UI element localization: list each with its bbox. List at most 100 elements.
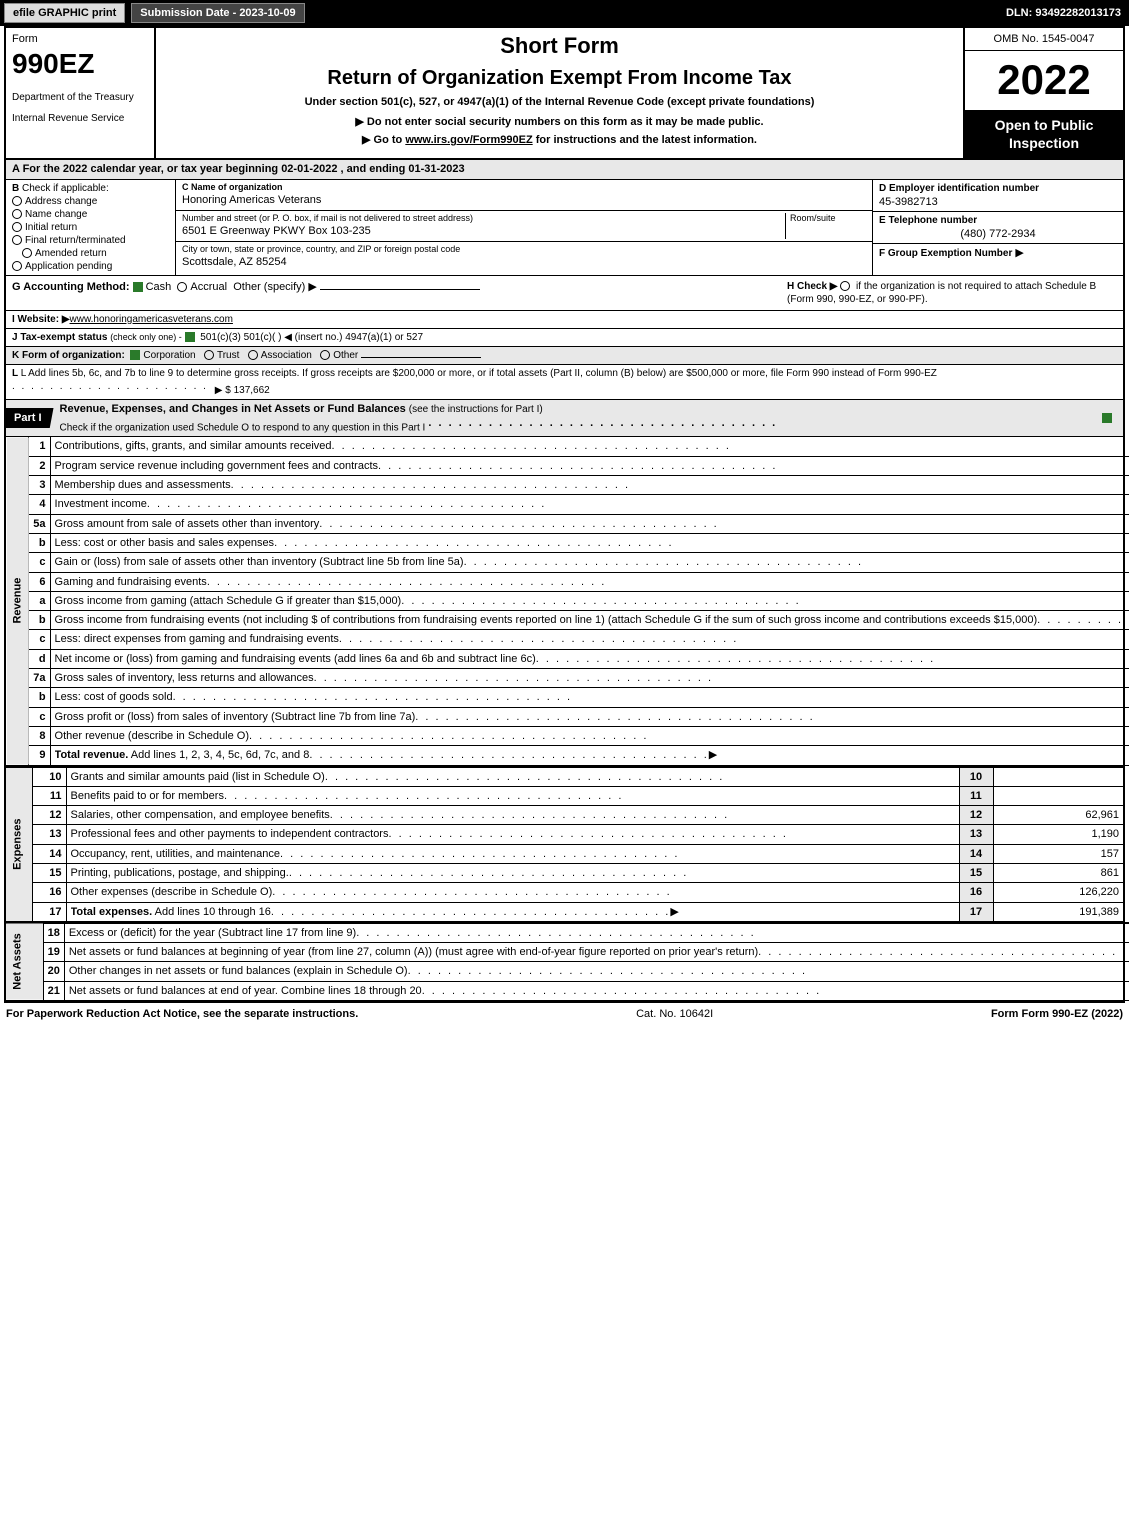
- label-other-method: Other (specify) ▶: [233, 281, 317, 293]
- part1-check-text: Check if the organization used Schedule …: [60, 422, 426, 433]
- checkbox-501c3[interactable]: [185, 332, 195, 342]
- addr-label: Number and street (or P. O. box, if mail…: [182, 213, 781, 225]
- line-description: Other changes in net assets or fund bala…: [64, 962, 1129, 981]
- efile-print-button[interactable]: efile GRAPHIC print: [4, 3, 125, 23]
- line-ref: 10: [959, 767, 993, 787]
- line-description: Investment income: [50, 495, 1129, 514]
- line-number: 20: [43, 962, 64, 981]
- line-description: Benefits paid to or for members: [66, 786, 959, 805]
- tax-exempt-sub: (check only one) -: [110, 332, 182, 342]
- section-side-label: Net Assets: [6, 923, 43, 1001]
- checkbox-initial-return[interactable]: [12, 222, 22, 232]
- section-b-label: B: [12, 183, 19, 194]
- line-number: 12: [32, 806, 66, 825]
- line-amount: 126,220: [993, 883, 1123, 902]
- line-description: Gross amount from sale of assets other t…: [50, 514, 1129, 533]
- checkbox-h[interactable]: [840, 281, 850, 291]
- label-name-change: Name change: [25, 209, 87, 220]
- line-number: 5a: [29, 514, 50, 533]
- checkbox-trust[interactable]: [204, 350, 214, 360]
- line-description: Professional fees and other payments to …: [66, 825, 959, 844]
- line-number: 1: [29, 437, 50, 456]
- line-description: Gain or (loss) from sale of assets other…: [50, 553, 1129, 572]
- line-description: Gross income from gaming (attach Schedul…: [50, 591, 1129, 610]
- info-grid: B Check if applicable: Address change Na…: [6, 180, 1123, 276]
- form-number: 990EZ: [12, 46, 148, 82]
- line-amount: 1,190: [993, 825, 1123, 844]
- line-number: 16: [32, 883, 66, 902]
- checkbox-part1-scho[interactable]: [1102, 413, 1112, 423]
- checkbox-accrual[interactable]: [177, 282, 187, 292]
- line-number: 8: [29, 726, 50, 745]
- line-amount: 62,961: [993, 806, 1123, 825]
- checkbox-association[interactable]: [248, 350, 258, 360]
- city-label: City or town, state or province, country…: [182, 244, 866, 256]
- line-description: Printing, publications, postage, and shi…: [66, 863, 959, 882]
- website-link[interactable]: www.honoringamericasveterans.com: [70, 314, 233, 325]
- form-990ez: Form 990EZ Department of the Treasury In…: [4, 26, 1125, 1003]
- line-number: 6: [29, 572, 50, 591]
- other-org-input[interactable]: [361, 357, 481, 358]
- checkbox-address-change[interactable]: [12, 196, 22, 206]
- org-name: Honoring Americas Veterans: [182, 193, 866, 207]
- checkbox-name-change[interactable]: [12, 209, 22, 219]
- line-description: Net income or (loss) from gaming and fun…: [50, 649, 1129, 668]
- line-description: Less: cost of goods sold: [50, 688, 1129, 707]
- line-j: J Tax-exempt status (check only one) - 5…: [6, 329, 1123, 347]
- label-other-org: Other: [333, 350, 358, 361]
- line-description: Less: cost or other basis and sales expe…: [50, 533, 1129, 552]
- phone-value: (480) 772-2934: [879, 227, 1117, 241]
- org-address: 6501 E Greenway PKWY Box 103-235: [182, 224, 781, 238]
- line-description: Total revenue. Add lines 1, 2, 3, 4, 5c,…: [50, 746, 1129, 765]
- line-number: 14: [32, 844, 66, 863]
- room-suite-label: Room/suite: [786, 213, 866, 239]
- line-number: 21: [43, 981, 64, 1000]
- dln-text: DLN: 93492282013173: [1006, 6, 1125, 20]
- form-header: Form 990EZ Department of the Treasury In…: [6, 28, 1123, 160]
- label-accrual: Accrual: [190, 281, 227, 293]
- irs-link[interactable]: www.irs.gov/Form990EZ: [405, 134, 532, 146]
- line-description: Less: direct expenses from gaming and fu…: [50, 630, 1129, 649]
- line-number: b: [29, 611, 50, 630]
- label-address-change: Address change: [25, 196, 97, 207]
- irs-label: Internal Revenue Service: [12, 112, 148, 125]
- footer-right: Form Form 990-EZ (2022): [991, 1007, 1123, 1021]
- page-footer: For Paperwork Reduction Act Notice, see …: [0, 1003, 1129, 1025]
- line-number: c: [29, 630, 50, 649]
- checkbox-cash[interactable]: [133, 282, 143, 292]
- submission-date-button[interactable]: Submission Date - 2023-10-09: [131, 3, 304, 23]
- other-method-input[interactable]: [320, 289, 480, 290]
- label-application-pending: Application pending: [25, 261, 112, 272]
- org-city: Scottsdale, AZ 85254: [182, 255, 866, 269]
- line-ref: 12: [959, 806, 993, 825]
- line-ref: 14: [959, 844, 993, 863]
- part1-header: Part I Revenue, Expenses, and Changes in…: [6, 400, 1123, 438]
- checkbox-other-org[interactable]: [320, 350, 330, 360]
- checkbox-application-pending[interactable]: [12, 261, 22, 271]
- instruction-ssn: Do not enter social security numbers on …: [164, 115, 955, 129]
- label-amended-return: Amended return: [35, 248, 107, 259]
- line-description: Gross income from fundraising events (no…: [50, 611, 1129, 630]
- line-ref: 16: [959, 883, 993, 902]
- instruction2-post: for instructions and the latest informat…: [533, 134, 757, 146]
- group-exemption-label: F Group Exemption Number: [879, 248, 1012, 259]
- return-title: Return of Organization Exempt From Incom…: [164, 65, 955, 91]
- instruction-link: Go to www.irs.gov/Form990EZ for instruct…: [164, 133, 955, 147]
- checkbox-corporation[interactable]: [130, 350, 140, 360]
- line-l-value: $ 137,662: [225, 385, 270, 396]
- line-description: Gaming and fundraising events: [50, 572, 1129, 591]
- part1-sub: (see the instructions for Part I): [409, 404, 543, 415]
- form-word: Form: [12, 32, 148, 46]
- line-amount: 191,389: [993, 902, 1123, 921]
- part1-label: Part I: [6, 408, 54, 428]
- line-description: Salaries, other compensation, and employ…: [66, 806, 959, 825]
- line-k: K Form of organization: Corporation Trus…: [6, 347, 1123, 365]
- form-of-org-label: K Form of organization:: [12, 350, 125, 361]
- label-corporation: Corporation: [143, 350, 195, 361]
- checkbox-final-return[interactable]: [12, 235, 22, 245]
- checkbox-amended-return[interactable]: [22, 248, 32, 258]
- line-number: 10: [32, 767, 66, 787]
- line-number: c: [29, 707, 50, 726]
- open-to-public: Open to Public Inspection: [965, 110, 1123, 158]
- instruction2-pre: Go to: [374, 134, 406, 146]
